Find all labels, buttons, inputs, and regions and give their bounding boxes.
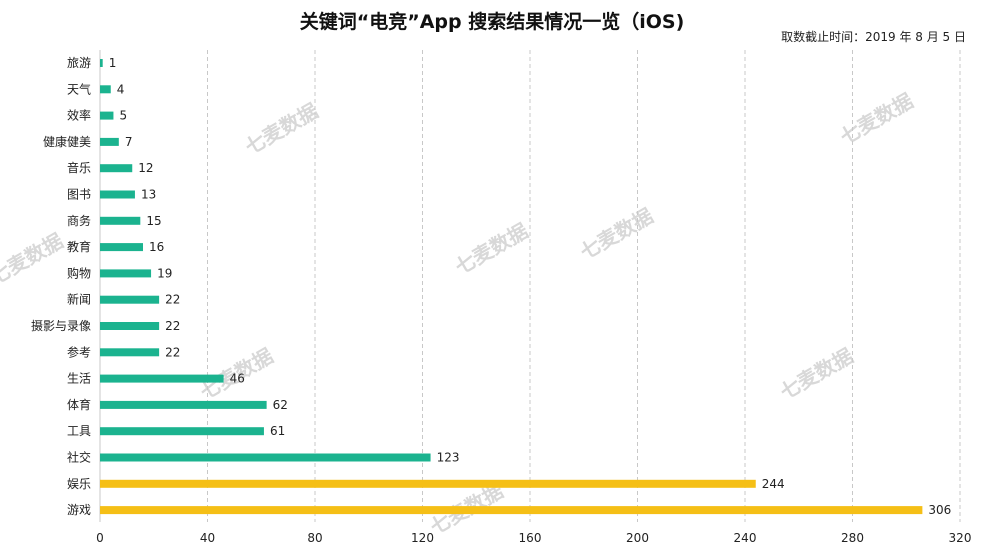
value-label: 22 [165,293,180,307]
watermark-text: 七麦数据 [241,99,322,160]
x-tick-label: 240 [734,531,757,545]
category-label: 工具 [67,424,91,438]
x-tick-label: 280 [841,531,864,545]
value-label: 15 [146,214,161,228]
bar [100,59,103,67]
category-label: 社交 [67,450,91,465]
category-label: 天气 [67,81,91,96]
bar [100,453,431,462]
bar [100,322,160,330]
category-label: 旅游 [67,56,91,70]
bar [100,137,119,146]
value-label: 4 [117,82,125,96]
value-label: 13 [141,188,156,202]
bar [100,479,756,488]
bar [100,216,141,225]
value-label: 306 [928,503,951,517]
category-label: 音乐 [67,160,91,175]
bar [100,400,267,409]
category-label: 参考 [67,344,91,359]
bar [100,427,264,436]
grid-lines [99,50,961,522]
watermark-text: 七麦数据 [836,89,917,150]
category-label: 体育 [67,397,91,412]
category-label: 商务 [67,213,91,228]
value-label: 5 [119,109,127,123]
x-tick-label: 120 [411,531,434,545]
value-label: 1 [109,56,117,70]
category-label: 摄影与录像 [31,318,91,333]
bar [100,506,923,515]
watermark-text: 七麦数据 [776,344,857,405]
value-label: 22 [165,345,180,359]
bar [100,190,135,199]
bars: 旅游 1 天气 4 效率 5 健康健美 7 音乐 12 图书 13 商务 15 教育 16 购物 19 新闻 22 摄影… [31,56,951,517]
x-axis-ticks: 0 40 80 120 160 200 240 280 320 [96,531,971,545]
value-label: 7 [125,135,133,149]
bar [100,374,224,383]
bar [100,85,111,94]
category-label: 新闻 [67,292,91,307]
watermark-text: 七麦数据 [0,229,67,290]
x-tick-label: 40 [200,531,215,545]
bar [100,164,133,173]
bar [100,295,160,304]
x-tick-label: 80 [307,531,322,545]
category-label: 生活 [67,372,91,386]
category-label: 游戏 [67,503,91,517]
category-label: 娱乐 [67,477,91,491]
value-label: 61 [270,424,285,438]
value-label: 244 [762,477,785,491]
bar [100,111,114,120]
bar [100,269,152,278]
value-label: 123 [437,451,460,465]
x-tick-label: 0 [96,531,104,545]
value-label: 19 [157,266,172,280]
x-tick-label: 200 [626,531,649,545]
watermark-text: 七麦数据 [576,204,657,265]
x-tick-label: 160 [519,531,542,545]
value-label: 62 [273,398,288,412]
value-label: 46 [230,372,245,386]
chart-title: 关键词“电竞”App 搜索结果情况一览（iOS) [300,10,685,33]
bar [100,348,160,357]
category-label: 购物 [67,265,91,280]
value-label: 12 [138,161,153,175]
x-tick-label: 320 [949,531,972,545]
category-label: 教育 [67,239,91,254]
chart-subtitle: 取数截止时间：2019 年 8 月 5 日 [781,29,966,44]
value-label: 16 [149,240,164,254]
category-label: 效率 [67,108,91,123]
watermark-text: 七麦数据 [451,219,532,280]
category-label: 健康健美 [43,134,91,149]
category-label: 图书 [67,188,91,202]
value-label: 22 [165,319,180,333]
bar [100,243,143,252]
